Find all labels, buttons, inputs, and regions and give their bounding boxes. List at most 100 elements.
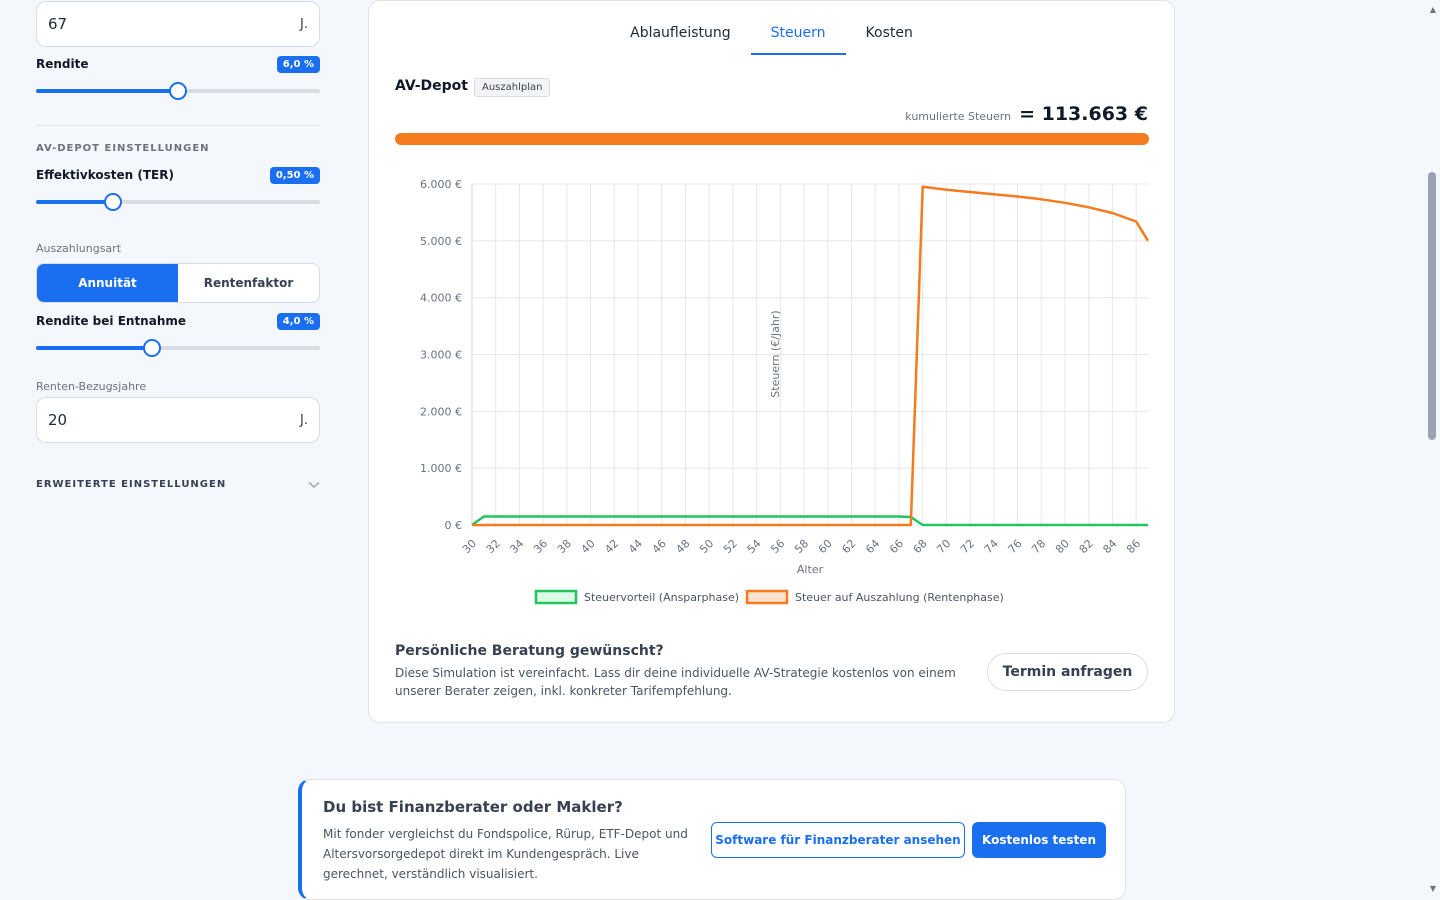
scroll-down-icon[interactable]: ▼ xyxy=(1429,884,1436,893)
payout-type-toggle: Annuität Rentenfaktor xyxy=(36,263,320,303)
scroll-up-icon[interactable]: ▲ xyxy=(1429,5,1436,14)
x-tick-label: 80 xyxy=(1053,537,1072,556)
x-tick-label: 60 xyxy=(816,537,835,556)
x-tick-label: 72 xyxy=(958,537,977,556)
chart-lines xyxy=(471,185,1150,527)
advice-text: Diese Simulation ist vereinfacht. Lass d… xyxy=(395,666,956,698)
tab-bar: Ablaufleistung Steuern Kosten xyxy=(369,25,1174,55)
rendite-entnahme-slider-fill xyxy=(36,346,153,350)
x-tick-label: 62 xyxy=(839,537,858,556)
x-tick-label: 82 xyxy=(1077,537,1096,556)
x-tick-label: 76 xyxy=(1006,537,1025,556)
y-tick-label: 6.000 € xyxy=(420,178,462,191)
x-tick-label: 78 xyxy=(1029,537,1048,556)
x-tick-label: 44 xyxy=(626,537,645,556)
y-tick-label: 1.000 € xyxy=(420,462,462,475)
chart-grid xyxy=(471,183,1148,526)
free-trial-button[interactable]: Kostenlos testen xyxy=(972,822,1106,858)
x-tick-label: 32 xyxy=(484,537,503,556)
bezugsjahre-value: 20 xyxy=(48,411,68,429)
y-tick-label: 3.000 € xyxy=(420,349,462,362)
depot-title: AV-Depot xyxy=(395,78,468,94)
x-tick-label: 46 xyxy=(650,537,669,556)
rendite-badge: 6,0 % xyxy=(276,56,320,73)
bezugsjahre-label: Renten-Bezugsjahre xyxy=(36,380,147,393)
chevron-down-icon xyxy=(308,481,320,488)
scrollbar-thumb[interactable] xyxy=(1428,172,1436,440)
tax-card: Ablaufleistung Steuern Kosten AV-Depot A… xyxy=(368,0,1175,723)
av-depot-settings-heading: AV-DEPOT EINSTELLUNGEN xyxy=(36,143,210,154)
y-tick-label: 4.000 € xyxy=(420,292,462,305)
ter-slider-fill xyxy=(36,200,113,204)
rendite-slider-fill xyxy=(36,89,178,93)
divider xyxy=(36,125,320,126)
advisor-software-button[interactable]: Software für Finanzberater ansehen xyxy=(711,822,965,858)
bezugsjahre-unit: J. xyxy=(300,412,308,428)
rendite-slider[interactable] xyxy=(36,82,320,100)
x-tick-label: 36 xyxy=(531,537,550,556)
ter-slider[interactable] xyxy=(36,193,320,211)
tab-ablaufleistung[interactable]: Ablaufleistung xyxy=(630,25,731,41)
payout-type-label: Auszahlungsart xyxy=(36,242,122,255)
retirement-age-input[interactable]: 67 J. xyxy=(36,1,320,47)
cumulative-taxes: kumulierte Steuern = 113.663 € xyxy=(905,103,1148,125)
x-tick-label: 48 xyxy=(673,537,692,556)
series-line-2 xyxy=(472,185,1150,527)
y-tick-labels: 0 € 1.000 € 2.000 € 3.000 € 4.000 € 5.000 € 6.… xyxy=(420,178,462,532)
advisor-cta-title: Du bist Finanzberater oder Makler? xyxy=(323,798,623,816)
x-tick-label: 54 xyxy=(745,537,764,556)
advisor-cta: Du bist Finanzberater oder Makler? Mit f… xyxy=(298,779,1126,900)
tab-steuern[interactable]: Steuern xyxy=(750,25,846,55)
tab-kosten[interactable]: Kosten xyxy=(865,25,913,41)
advice-title: Persönliche Beratung gewünscht? xyxy=(395,643,664,659)
rendite-entnahme-slider-thumb[interactable] xyxy=(143,339,162,357)
rendite-entnahme-slider[interactable] xyxy=(36,339,320,357)
ter-slider-thumb[interactable] xyxy=(103,193,122,211)
x-tick-labels: 30 32 34 36 38 40 42 44 46 48 50 52 54 56 58 60 62 64 66 68… xyxy=(460,537,1143,556)
x-tick-label: 38 xyxy=(555,537,574,556)
ter-badge: 0,50 % xyxy=(269,167,320,184)
legend-swatch-2 xyxy=(745,589,789,605)
rendite-slider-thumb[interactable] xyxy=(169,82,187,100)
rendite-entnahme-badge: 4,0 % xyxy=(276,313,320,330)
bezugsjahre-input[interactable]: 20 J. xyxy=(36,397,320,443)
x-tick-label: 64 xyxy=(863,537,882,556)
depot-tag: Auszahlplan xyxy=(474,78,551,97)
cumulative-label: kumulierte Steuern xyxy=(905,110,1012,123)
payout-option-annuitaet[interactable]: Annuität xyxy=(37,264,178,302)
y-tick-label: 2.000 € xyxy=(420,405,462,418)
legend-swatch-1 xyxy=(534,589,578,605)
advanced-settings-toggle[interactable]: ERWEITERTE EINSTELLUNGEN xyxy=(36,479,320,490)
cumulative-value: = 113.663 € xyxy=(1019,103,1148,125)
rendite-entnahme-label: Rendite bei Entnahme xyxy=(36,314,186,328)
tax-summary-bar xyxy=(395,133,1149,145)
payout-option-rentenfaktor[interactable]: Rentenfaktor xyxy=(203,276,294,290)
y-tick-label: 5.000 € xyxy=(420,235,462,248)
x-tick-label: 70 xyxy=(934,537,953,556)
x-tick-label: 74 xyxy=(982,537,1001,556)
termin-anfragen-button[interactable]: Termin anfragen xyxy=(987,653,1148,691)
x-tick-label: 30 xyxy=(460,537,479,556)
legend-label-2: Steuer auf Auszahlung (Rentenphase) xyxy=(795,591,1004,604)
advisor-cta-text: Mit fonder vergleichst du Fondspolice, R… xyxy=(323,827,688,881)
x-tick-label: 34 xyxy=(507,537,526,556)
y-tick-label: 0 € xyxy=(445,519,463,532)
x-tick-label: 66 xyxy=(887,537,906,556)
x-tick-label: 40 xyxy=(579,537,598,556)
x-tick-label: 52 xyxy=(721,537,740,556)
x-tick-label: 42 xyxy=(602,537,621,556)
retirement-age-value: 67 xyxy=(48,15,68,33)
x-tick-label: 50 xyxy=(697,537,716,556)
x-axis-label: Alter xyxy=(797,563,824,576)
rendite-label: Rendite xyxy=(36,57,89,71)
advanced-settings-label: ERWEITERTE EINSTELLUNGEN xyxy=(36,479,227,490)
retirement-age-unit: J. xyxy=(300,16,308,32)
tax-chart: 0 € 1.000 € 2.000 € 3.000 € 4.000 € 5.000 € 6.… xyxy=(420,178,1150,605)
x-tick-label: 84 xyxy=(1100,537,1119,556)
ter-label: Effektivkosten (TER) xyxy=(36,168,174,182)
x-tick-label: 86 xyxy=(1124,537,1143,556)
legend-label-1: Steuervorteil (Ansparphase) xyxy=(584,591,739,604)
y-axis-label: Steuern (€/Jahr) xyxy=(769,310,782,397)
series-line-1 xyxy=(471,515,1148,527)
x-tick-label: 58 xyxy=(792,537,811,556)
